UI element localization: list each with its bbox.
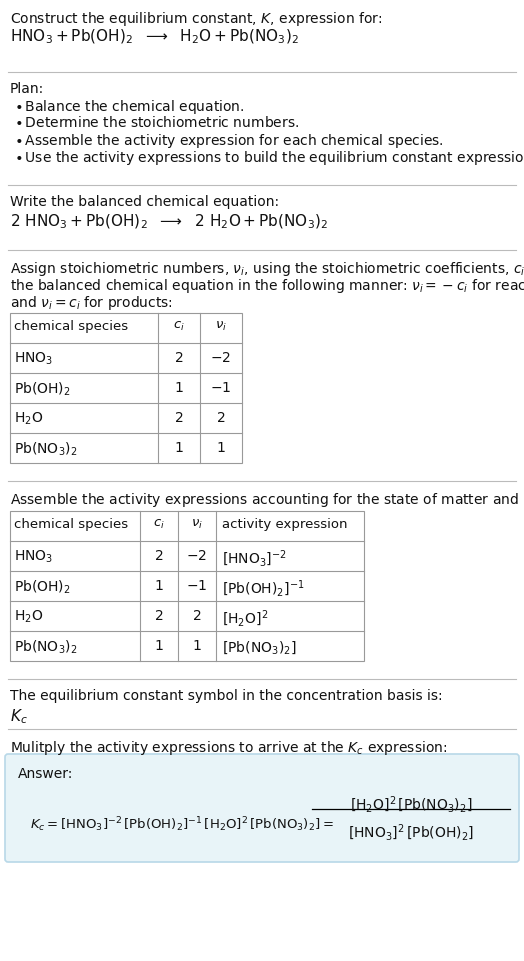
- Text: $\mathrm{HNO_3}$: $\mathrm{HNO_3}$: [14, 549, 53, 565]
- Text: 2: 2: [155, 609, 163, 623]
- Text: the balanced chemical equation in the following manner: $\nu_i = -c_i$ for react: the balanced chemical equation in the fo…: [10, 277, 524, 295]
- Text: and $\nu_i = c_i$ for products:: and $\nu_i = c_i$ for products:: [10, 294, 173, 312]
- Text: $[\mathrm{HNO_3}]^{-2}$: $[\mathrm{HNO_3}]^{-2}$: [222, 549, 287, 570]
- Text: $\mathrm{Pb(NO_3)_2}$: $\mathrm{Pb(NO_3)_2}$: [14, 639, 78, 656]
- Text: 2: 2: [193, 609, 201, 623]
- Text: $K_c = [\mathrm{HNO_3}]^{-2}\,[\mathrm{Pb(OH)_2}]^{-1}\,[\mathrm{H_2O}]^2\,[\mat: $K_c = [\mathrm{HNO_3}]^{-2}\,[\mathrm{P…: [30, 815, 334, 834]
- Text: 1: 1: [216, 441, 225, 455]
- Text: $\bullet\!$ Assemble the activity expression for each chemical species.: $\bullet\!$ Assemble the activity expres…: [14, 132, 444, 150]
- Text: $\nu_i$: $\nu_i$: [215, 320, 227, 333]
- Text: 1: 1: [174, 381, 183, 395]
- Text: Plan:: Plan:: [10, 82, 44, 96]
- Text: $\bullet\!$ Determine the stoichiometric numbers.: $\bullet\!$ Determine the stoichiometric…: [14, 115, 299, 130]
- Text: 1: 1: [174, 441, 183, 455]
- Text: chemical species: chemical species: [14, 320, 128, 333]
- Text: $\mathregular{HNO_3 + Pb(OH)_2}$  $\longrightarrow$  $\mathregular{H_2O + Pb(NO_: $\mathregular{HNO_3 + Pb(OH)_2}$ $\longr…: [10, 28, 299, 46]
- Text: $[\mathrm{Pb(NO_3)_2}]$: $[\mathrm{Pb(NO_3)_2}]$: [222, 639, 297, 655]
- Bar: [10, 313, 242, 463]
- Text: Assemble the activity expressions accounting for the state of matter and $\nu_i$: Assemble the activity expressions accoun…: [10, 491, 524, 509]
- Text: $\mathrm{HNO_3}$: $\mathrm{HNO_3}$: [14, 351, 53, 367]
- Text: $[\mathrm{Pb(OH)_2}]^{-1}$: $[\mathrm{Pb(OH)_2}]^{-1}$: [222, 579, 304, 600]
- Text: $c_i$: $c_i$: [153, 518, 165, 531]
- Text: Assign stoichiometric numbers, $\nu_i$, using the stoichiometric coefficients, $: Assign stoichiometric numbers, $\nu_i$, …: [10, 260, 524, 278]
- Text: $-2$: $-2$: [211, 351, 232, 365]
- Text: activity expression: activity expression: [222, 518, 347, 531]
- Bar: [10, 511, 364, 661]
- Text: $-2$: $-2$: [187, 549, 208, 563]
- Text: Construct the equilibrium constant, $K$, expression for:: Construct the equilibrium constant, $K$,…: [10, 10, 383, 28]
- Text: 1: 1: [155, 579, 163, 593]
- Text: $\mathregular{2\ HNO_3 + Pb(OH)_2}$  $\longrightarrow$  $\mathregular{2\ H_2O + : $\mathregular{2\ HNO_3 + Pb(OH)_2}$ $\lo…: [10, 213, 328, 232]
- Text: 1: 1: [192, 639, 201, 653]
- Text: $[\mathrm{H_2O}]^2\,[\mathrm{Pb(NO_3)_2}]$: $[\mathrm{H_2O}]^2\,[\mathrm{Pb(NO_3)_2}…: [350, 795, 472, 815]
- Text: $\mathrm{Pb(NO_3)_2}$: $\mathrm{Pb(NO_3)_2}$: [14, 441, 78, 458]
- Text: 2: 2: [155, 549, 163, 563]
- Text: $K_c$: $K_c$: [10, 707, 28, 726]
- Text: $\nu_i$: $\nu_i$: [191, 518, 203, 531]
- Text: Answer:: Answer:: [18, 767, 73, 781]
- Text: Mulitply the activity expressions to arrive at the $K_c$ expression:: Mulitply the activity expressions to arr…: [10, 739, 447, 757]
- Text: $-1$: $-1$: [210, 381, 232, 395]
- Text: The equilibrium constant symbol in the concentration basis is:: The equilibrium constant symbol in the c…: [10, 689, 443, 703]
- Text: $\bullet\!$ Use the activity expressions to build the equilibrium constant expre: $\bullet\!$ Use the activity expressions…: [14, 149, 524, 167]
- Text: $-1$: $-1$: [187, 579, 208, 593]
- Text: 2: 2: [216, 411, 225, 425]
- Text: 2: 2: [174, 351, 183, 365]
- Text: 2: 2: [174, 411, 183, 425]
- Text: chemical species: chemical species: [14, 518, 128, 531]
- Text: $\mathrm{H_2O}$: $\mathrm{H_2O}$: [14, 411, 43, 428]
- Text: $[\mathrm{H_2O}]^{2}$: $[\mathrm{H_2O}]^{2}$: [222, 609, 268, 629]
- FancyBboxPatch shape: [5, 754, 519, 862]
- Text: $\bullet\!$ Balance the chemical equation.: $\bullet\!$ Balance the chemical equatio…: [14, 98, 245, 116]
- Text: $\mathrm{Pb(OH)_2}$: $\mathrm{Pb(OH)_2}$: [14, 579, 71, 597]
- Text: $\mathrm{Pb(OH)_2}$: $\mathrm{Pb(OH)_2}$: [14, 381, 71, 399]
- Text: Write the balanced chemical equation:: Write the balanced chemical equation:: [10, 195, 279, 209]
- Text: $c_i$: $c_i$: [173, 320, 185, 333]
- Text: $[\mathrm{HNO_3}]^2\,[\mathrm{Pb(OH)_2}]$: $[\mathrm{HNO_3}]^2\,[\mathrm{Pb(OH)_2}]…: [348, 823, 474, 844]
- Text: 1: 1: [155, 639, 163, 653]
- Text: $\mathrm{H_2O}$: $\mathrm{H_2O}$: [14, 609, 43, 626]
